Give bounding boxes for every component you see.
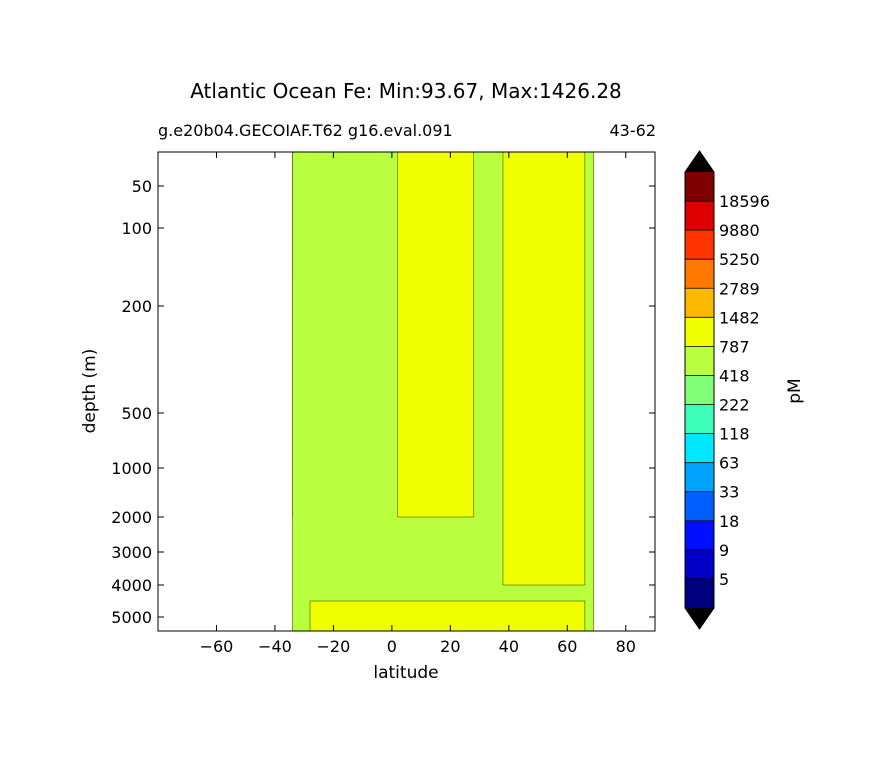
colorbar-extend-top bbox=[685, 151, 714, 172]
x-tick-label: −40 bbox=[258, 637, 292, 656]
x-tick-label: 20 bbox=[440, 637, 460, 656]
colorbar-tick-label: 222 bbox=[719, 396, 750, 415]
x-tick-label: −60 bbox=[200, 637, 234, 656]
colorbar: 5 9 18 33 63 118 222 418 787 1482 2789 5250 9880 1859… bbox=[684, 150, 770, 630]
colorbar-tick-label: 1482 bbox=[719, 308, 760, 327]
x-tick-label: 40 bbox=[499, 637, 519, 656]
chart-subtitle-left: g.e20b04.GECOIAF.T62 g16.eval.091 bbox=[158, 121, 453, 140]
y-tick-label: 2000 bbox=[111, 508, 152, 527]
x-tick-label: 0 bbox=[387, 637, 397, 656]
contour-regions bbox=[292, 152, 594, 631]
colorbar-tick-label: 9880 bbox=[719, 221, 760, 240]
colorbar-swatch bbox=[685, 549, 714, 579]
colorbar-tick-label: 418 bbox=[719, 366, 750, 385]
colorbar-tick-label: 9 bbox=[719, 541, 729, 560]
plot-area: −60 −40 −20 0 20 40 60 80 50 100 200 500 1000 2000 30… bbox=[111, 151, 656, 656]
colorbar-swatch bbox=[685, 404, 714, 434]
y-tick-label: 4000 bbox=[111, 576, 152, 595]
colorbar-extend-bottom bbox=[685, 608, 714, 629]
contour-region-1482 bbox=[309, 600, 586, 631]
colorbar-tick-label: 63 bbox=[719, 454, 739, 473]
colorbar-tick-label: 2789 bbox=[719, 279, 760, 298]
x-tick-label: 80 bbox=[616, 637, 636, 656]
y-axis-label: depth (m) bbox=[80, 349, 100, 434]
x-tick-label: −20 bbox=[317, 637, 351, 656]
y-tick-label: 5000 bbox=[111, 608, 152, 627]
colorbar-tick-label: 33 bbox=[719, 483, 739, 502]
colorbar-swatch bbox=[685, 172, 714, 202]
colorbar-swatch bbox=[685, 462, 714, 492]
y-tick-label: 500 bbox=[121, 404, 152, 423]
y-tick-label: 1000 bbox=[111, 459, 152, 478]
chart-title: Atlantic Ocean Fe: Min:93.67, Max:1426.2… bbox=[190, 79, 622, 103]
colorbar-swatch bbox=[685, 491, 714, 521]
colorbar-swatch bbox=[685, 578, 714, 608]
colorbar-tick-label: 5250 bbox=[719, 250, 760, 269]
y-tick-label: 100 bbox=[121, 219, 152, 238]
colorbar-frame bbox=[684, 150, 715, 630]
colorbar-label: pM bbox=[785, 378, 805, 403]
x-axis-label: latitude bbox=[373, 663, 438, 683]
colorbar-swatch bbox=[685, 259, 714, 289]
chart-subtitle-right: 43-62 bbox=[610, 121, 657, 140]
y-axis: 50 100 200 500 1000 2000 3000 4000 5000 bbox=[111, 177, 655, 627]
colorbar-tick-label: 18 bbox=[719, 512, 739, 531]
x-tick-label: 60 bbox=[557, 637, 577, 656]
colorbar-tick-label: 118 bbox=[719, 425, 750, 444]
y-tick-label: 50 bbox=[132, 177, 152, 196]
colorbar-swatch bbox=[685, 230, 714, 260]
colorbar-tick-label: 5 bbox=[719, 570, 729, 589]
colorbar-swatch bbox=[685, 346, 714, 376]
colorbar-tick-label: 787 bbox=[719, 337, 750, 356]
colorbar-swatch bbox=[685, 288, 714, 318]
contour-region-1482 bbox=[397, 152, 475, 518]
plot-frame bbox=[157, 151, 656, 632]
colorbar-swatch bbox=[685, 201, 714, 231]
x-axis: −60 −40 −20 0 20 40 60 80 bbox=[200, 152, 636, 656]
colorbar-swatch bbox=[685, 433, 714, 463]
y-tick-label: 200 bbox=[121, 297, 152, 316]
y-tick-label: 3000 bbox=[111, 543, 152, 562]
colorbar-swatch bbox=[685, 317, 714, 347]
colorbar-tick-label: 18596 bbox=[719, 192, 770, 211]
colorbar-swatch bbox=[685, 375, 714, 405]
colorbar-swatch bbox=[685, 520, 714, 550]
contour-region-1482 bbox=[502, 152, 586, 586]
